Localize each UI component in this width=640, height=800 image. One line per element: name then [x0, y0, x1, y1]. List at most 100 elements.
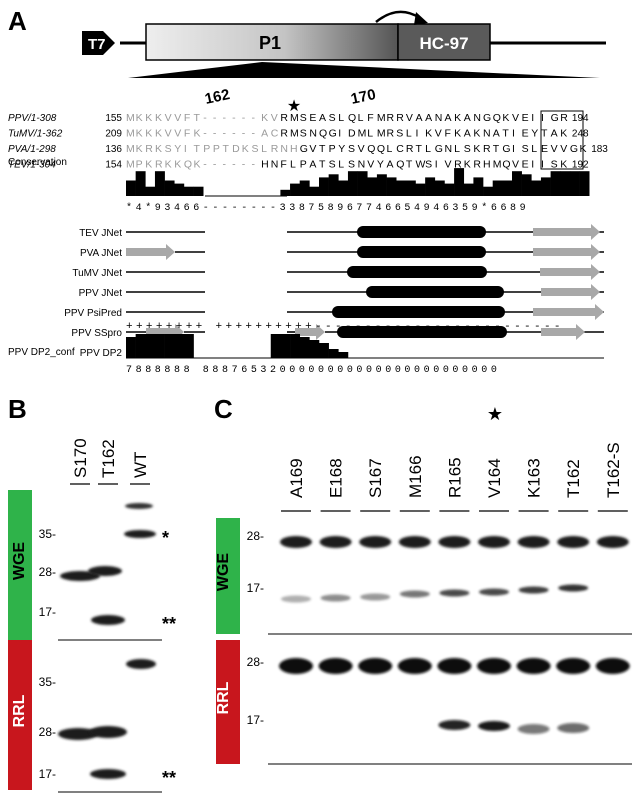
- size-marker: 17-: [39, 605, 56, 619]
- prediction-track: [126, 244, 604, 260]
- conservation-bar: [376, 174, 387, 196]
- dp2-conf-bar: [183, 334, 194, 358]
- band: [318, 658, 353, 674]
- alignment-row-name: TEV/1-304: [8, 160, 56, 171]
- band: [279, 658, 313, 674]
- dp2-conf-bar: [154, 334, 165, 358]
- band: [557, 536, 590, 548]
- alignment-row-name: PPV/1-308: [8, 113, 57, 124]
- single-star-b: *: [162, 528, 169, 548]
- prediction-track: [126, 264, 604, 280]
- conservation-bar: [540, 177, 551, 196]
- prediction-labels: TEV JNet PVA JNet TuMV JNet PPV JNet PPV Psi…: [64, 228, 122, 359]
- conservation-bar: [290, 183, 300, 196]
- strand-arrow: [540, 264, 600, 280]
- conservation-bar: [425, 177, 436, 196]
- conservation-bar: [531, 180, 542, 196]
- blot-c-lane-label: T162-S: [604, 442, 623, 498]
- prediction-label: PVA JNet: [80, 248, 122, 259]
- strand-arrow: [541, 284, 600, 300]
- wge-side-bar-b: [8, 490, 32, 640]
- p1-label: P1: [259, 33, 281, 53]
- blot-b-rrl-bands: [58, 659, 156, 779]
- blot-c-lane-label: T162: [564, 459, 583, 498]
- conservation-bar: [463, 183, 474, 196]
- blot-c-lane-label: M166: [406, 455, 425, 498]
- blot-c-lane-labels: A169 E168 S167 M166 R165 V164 K163 T162 T162-S: [287, 442, 623, 498]
- marker-star-a: ★: [287, 98, 301, 115]
- wge-label-c: WGE: [215, 553, 232, 592]
- panel-label-a: A: [8, 6, 27, 36]
- helix-bar: [337, 326, 507, 338]
- strand-arrow: [533, 244, 600, 260]
- dp2-conf-bar: [270, 334, 281, 358]
- conservation-scores: *4*93466--------338758967746654946359*66…: [126, 202, 526, 214]
- blot-b-lane-labels: S170 T162 WT: [71, 438, 150, 478]
- band: [397, 658, 432, 674]
- t7-label: T7: [88, 36, 106, 53]
- blot-c-wge-bands: [280, 536, 629, 603]
- alignment-row-start: 136: [105, 144, 122, 155]
- alignment-row-name: TuMV/1-362: [8, 129, 63, 140]
- helix-bar: [332, 306, 505, 318]
- band: [477, 658, 511, 674]
- size-marker: 35-: [39, 527, 56, 541]
- conservation-bar: [473, 177, 484, 196]
- size-marker: 17-: [39, 767, 56, 781]
- conservation-bar: [405, 180, 416, 196]
- conservation-bar: [299, 180, 310, 196]
- conservation-bar: [550, 171, 561, 196]
- blot-b-lane-label: WT: [131, 452, 150, 478]
- dp2-conf-bar: [280, 334, 291, 358]
- band: [398, 536, 431, 548]
- conservation-bar: [367, 177, 378, 196]
- alignment-row-end: 183: [591, 144, 608, 155]
- prediction-tracks: [126, 224, 604, 340]
- double-star-b-rrl: **: [162, 768, 176, 788]
- dp2-conf-text: 7888888 8887653200000000000000000000000: [126, 365, 500, 376]
- conservation-bar: [396, 180, 407, 196]
- alignment-row-start: 154: [105, 160, 122, 171]
- helix-bar: [347, 266, 487, 278]
- dp2-signs: ++++++++ ++++++++++---------------------…: [126, 321, 561, 333]
- dp2-conf-bar: [290, 334, 300, 358]
- prediction-track: [126, 284, 604, 300]
- t7-promoter-arrow: [82, 31, 115, 55]
- alignment-row-seq: MK R K S Y I T P P T D K S L R N H GV T P Y S V QQL C R T L GN L S K R T G…: [126, 143, 587, 155]
- dp2-conf-scores: 7888888 8887653200000000000000000000000: [126, 365, 500, 376]
- conservation-bar: [338, 180, 349, 196]
- alignment-row-name: PVA/1-298: [8, 144, 56, 155]
- strand-arrow: [533, 304, 604, 320]
- construct-diagram: T7 P1 HC-97: [82, 10, 606, 78]
- conservation-label: Conservation: [8, 157, 67, 168]
- band: [438, 720, 471, 730]
- panel-label-c: C: [214, 394, 233, 424]
- alignment-row-start: 209: [105, 129, 122, 140]
- size-marker: 35-: [39, 675, 56, 689]
- dp2-conf-bar: [145, 334, 156, 358]
- dp2-conf-label: PPV DP2_conf: [8, 347, 75, 358]
- band: [596, 536, 629, 548]
- band: [479, 588, 509, 596]
- blot-c-lane-label: V164: [485, 458, 504, 498]
- band: [557, 723, 590, 733]
- dp2-conf-bar: [309, 340, 320, 358]
- conservation-bar: [560, 171, 571, 196]
- blot-c-lane-label: R165: [445, 457, 464, 498]
- hc97-domain-box: [397, 23, 491, 61]
- blot-c-rrl-markers: 28- 17-: [247, 655, 264, 727]
- wge-label-b: WGE: [11, 542, 28, 581]
- dp2-conf-bar: [328, 349, 339, 358]
- alignment-row-seq: MK K K V V F K - - - - - - A C R MS N QGI D ML MR S L I K V F K A K N A T…: [126, 128, 567, 140]
- band: [558, 584, 589, 592]
- conservation-bar: [579, 171, 590, 196]
- band: [58, 728, 98, 740]
- size-marker: 17-: [247, 581, 264, 595]
- band: [359, 536, 392, 548]
- blot-c-lane-label: E168: [327, 458, 346, 498]
- alignment-row-end: 194: [572, 113, 589, 124]
- alignment-row-end: 248: [572, 129, 589, 140]
- band: [478, 536, 510, 548]
- band: [439, 589, 470, 597]
